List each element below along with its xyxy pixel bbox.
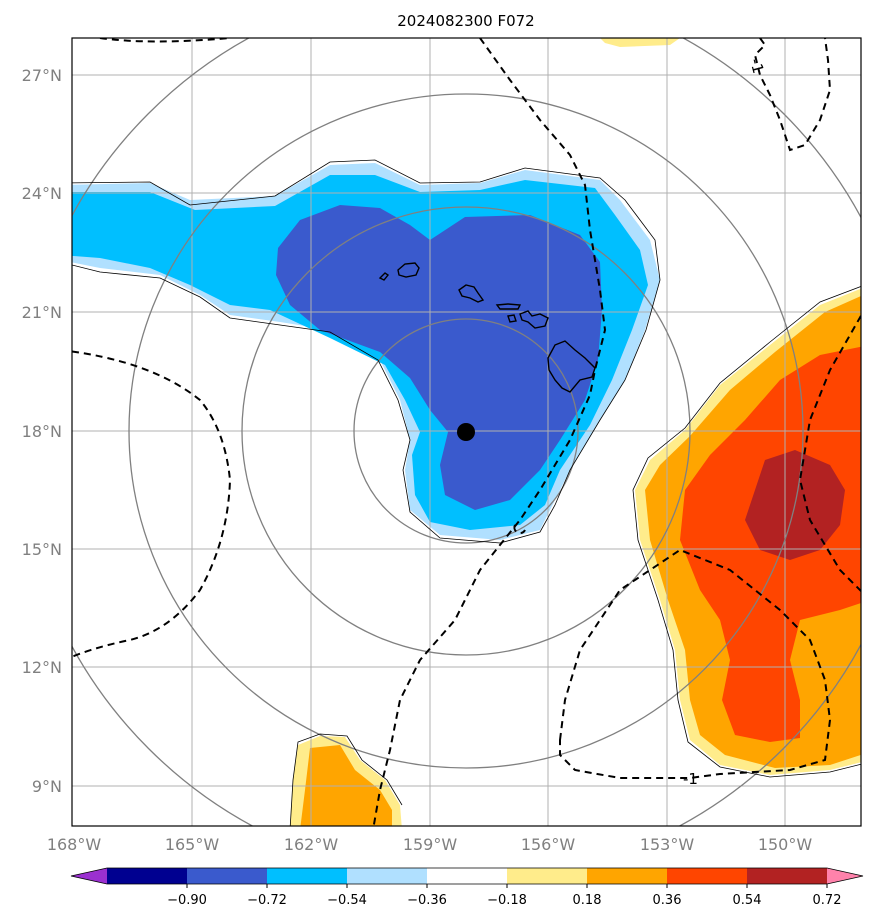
colorbar-segment (107, 868, 188, 884)
contour-label-south: -1 (683, 770, 698, 788)
contour-label-north: -1 (746, 56, 767, 75)
island-niihau (378, 272, 390, 281)
storm-center-marker (457, 423, 475, 441)
lat-label-18: 18°N (22, 422, 62, 441)
colorbar-segment (667, 868, 748, 884)
colorbar-tick-label: −0.18 (487, 893, 527, 908)
colorbar-segment (587, 868, 668, 884)
colorbar-segment (347, 868, 428, 884)
range-rings (72, 38, 861, 826)
lat-label-12: 12°N (22, 658, 62, 677)
colorbar-extend-low (71, 868, 107, 884)
lon-label-153: 153°W (640, 835, 695, 854)
colorbar-segment (187, 868, 268, 884)
colorbar-extend-high (827, 868, 863, 884)
colorbar-tick-label: −0.90 (167, 893, 207, 908)
anomaly-region-deep-blue (276, 205, 602, 510)
colorbar-tick-label: 0.36 (653, 893, 682, 908)
coastlines (378, 262, 596, 393)
colorbar-segment (267, 868, 348, 884)
colorbar-tick-label: −0.72 (247, 893, 287, 908)
map-title: 2024082300 F072 (397, 12, 534, 30)
colorbar-tick-label: −0.54 (327, 893, 367, 908)
colorbar-segment (747, 868, 828, 884)
colorbar-segment (427, 868, 508, 884)
island-hawaii (547, 340, 596, 393)
colorbar-segment (507, 868, 588, 884)
lat-label-21: 21°N (22, 303, 62, 322)
lat-label-24: 24°N (22, 184, 62, 203)
island-oahu (458, 284, 485, 303)
island-lanai (507, 314, 517, 323)
island-maui (519, 310, 549, 329)
dashed-contours (72, 38, 861, 826)
lon-label-150: 150°W (758, 835, 813, 854)
lon-label-156: 156°W (521, 835, 576, 854)
lon-label-159: 159°W (403, 835, 458, 854)
island-molokai (495, 303, 522, 310)
longitude-labels: 168°W 165°W 162°W 159°W 156°W 153°W 150°… (47, 835, 813, 854)
lat-label-15: 15°N (22, 540, 62, 559)
colorbar-tick-label: −0.36 (407, 893, 447, 908)
lon-label-162: 162°W (284, 835, 339, 854)
latitude-labels: 27°N 24°N 21°N 18°N 15°N 12°N 9°N (22, 66, 62, 796)
lon-label-165: 165°W (165, 835, 220, 854)
anomaly-region-yellow-north (600, 38, 680, 47)
map-content: -1 -1 (72, 38, 861, 826)
map-frame (71, 37, 862, 827)
island-kauai (397, 262, 420, 278)
lat-label-9: 9°N (32, 777, 62, 796)
colorbar: −0.90 −0.72 −0.54 −0.36 −0.18 0.18 0.36 0.54 0.7… (70, 867, 864, 908)
colorbar-outline (70, 867, 864, 885)
colorbar-tick-label: 0.18 (573, 893, 602, 908)
lon-label-168: 168°W (47, 835, 102, 854)
lat-label-27: 27°N (22, 66, 62, 85)
colorbar-tick-label: 0.54 (733, 893, 762, 908)
colorbar-tick-label: 0.72 (813, 893, 842, 908)
